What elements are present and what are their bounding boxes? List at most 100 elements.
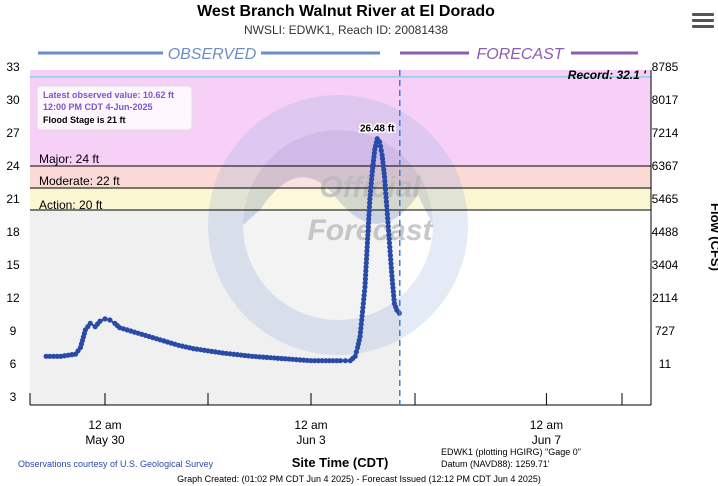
observed-point xyxy=(391,293,397,299)
observed-point xyxy=(385,215,391,221)
flow-tick-label: 727 xyxy=(655,324,675,338)
observed-point xyxy=(362,276,368,282)
observed-point xyxy=(387,244,393,250)
observed-point xyxy=(97,318,103,324)
observed-point xyxy=(391,296,397,303)
observations-credit: Observations courtesy of U.S. Geological… xyxy=(18,459,214,469)
observed-point xyxy=(378,148,384,154)
observed-point xyxy=(385,219,391,225)
action-threshold-label: Action: 20 ft xyxy=(39,198,103,212)
observed-point xyxy=(315,358,321,364)
observed-point xyxy=(365,236,371,242)
action-flood-band xyxy=(30,188,651,210)
observed-point xyxy=(383,195,389,201)
observed-point xyxy=(388,256,394,263)
observed-point xyxy=(363,268,369,274)
observed-point xyxy=(369,172,375,179)
flow-axis-title: Flow (CFS) xyxy=(708,203,718,271)
observed-point xyxy=(390,281,396,287)
observed-point xyxy=(366,216,372,222)
observed-point xyxy=(362,284,368,290)
observed-point xyxy=(365,232,371,238)
flow-tick-label: 5465 xyxy=(652,192,679,206)
observed-point xyxy=(390,289,396,295)
observed-point xyxy=(43,353,49,359)
observed-point xyxy=(326,358,332,364)
observed-point xyxy=(353,349,359,355)
y-tick-label: 30 xyxy=(6,93,20,107)
observed-point xyxy=(383,199,390,205)
observed-point xyxy=(377,139,383,145)
y-tick-label: 15 xyxy=(6,258,20,272)
flow-tick-label: 3404 xyxy=(652,258,679,272)
observed-point xyxy=(384,211,390,217)
observed-point xyxy=(361,292,367,298)
record-label: Record: 32.1 ' xyxy=(568,68,647,82)
y-tick-label: 18 xyxy=(6,225,20,239)
x-tick-label-time: 12 am xyxy=(294,418,327,432)
observed-section-label: OBSERVED xyxy=(168,46,257,63)
observed-point xyxy=(382,182,388,188)
info-box xyxy=(36,85,193,131)
observed-point xyxy=(357,333,363,340)
observed-point xyxy=(319,358,325,364)
observed-point xyxy=(386,232,392,238)
observed-point xyxy=(388,261,394,267)
observed-point xyxy=(390,285,396,291)
latest-value-text: Latest observed value: 10.62 ft xyxy=(43,90,174,100)
latest-time-text: 12:00 PM CDT 4-Jun-2025 xyxy=(43,102,153,112)
observed-point xyxy=(367,200,373,206)
observed-point xyxy=(367,188,374,194)
flow-tick-label: 2114 xyxy=(652,291,678,305)
observed-point xyxy=(107,317,113,323)
observed-point xyxy=(369,176,375,182)
x-tick-label-date: Jun 7 xyxy=(532,433,562,447)
observed-point xyxy=(352,353,358,359)
hamburger-menu-icon[interactable] xyxy=(692,10,714,30)
datum-note: Datum (NAVD88): 1259.71' xyxy=(441,459,550,469)
observed-point xyxy=(102,316,108,322)
observed-point xyxy=(308,358,314,364)
peak-value-label: 26.48 ft xyxy=(360,124,395,135)
observed-point xyxy=(334,358,340,364)
observed-point xyxy=(389,277,395,283)
observed-point xyxy=(365,220,372,226)
major-threshold-label: Major: 24 ft xyxy=(39,152,100,166)
y-tick-label: 3 xyxy=(10,390,17,404)
observed-point xyxy=(381,174,388,180)
observed-point xyxy=(364,240,371,246)
y-tick-label: 12 xyxy=(6,291,20,305)
graph-footer: Graph Created: (01:02 PM CDT Jun 4 2025)… xyxy=(177,474,541,484)
observed-point xyxy=(54,353,60,359)
observed-point xyxy=(367,196,373,202)
observed-point xyxy=(362,280,368,286)
observed-point xyxy=(366,208,372,214)
observed-point xyxy=(364,252,370,258)
forecast-section-label: FORECAST xyxy=(476,46,564,63)
observed-point xyxy=(359,313,365,319)
observed-point xyxy=(386,236,392,242)
observed-point xyxy=(389,273,395,279)
observed-point xyxy=(384,203,390,209)
x-axis-title: Site Time (CDT) xyxy=(292,455,389,470)
observed-point xyxy=(337,358,344,364)
chart-title: West Branch Walnut River at El Dorado xyxy=(197,3,495,20)
observed-point xyxy=(366,204,373,210)
observed-point xyxy=(366,212,372,218)
flow-tick-label: 7214 xyxy=(652,126,679,140)
x-tick-label-time: 12 am xyxy=(88,418,121,432)
observed-point xyxy=(357,329,364,335)
observed-point xyxy=(358,321,364,327)
observed-point xyxy=(358,325,364,331)
observed-point xyxy=(386,240,393,246)
y-tick-label: 33 xyxy=(6,60,20,74)
x-tick-label-time: 12 am xyxy=(530,418,563,432)
observed-point xyxy=(365,228,371,234)
observed-point xyxy=(330,358,336,364)
observed-point xyxy=(365,224,371,230)
observed-point xyxy=(388,265,394,271)
y-tick-label: 21 xyxy=(6,192,20,206)
observed-point xyxy=(383,190,389,197)
y-tick-label: 6 xyxy=(10,357,17,371)
